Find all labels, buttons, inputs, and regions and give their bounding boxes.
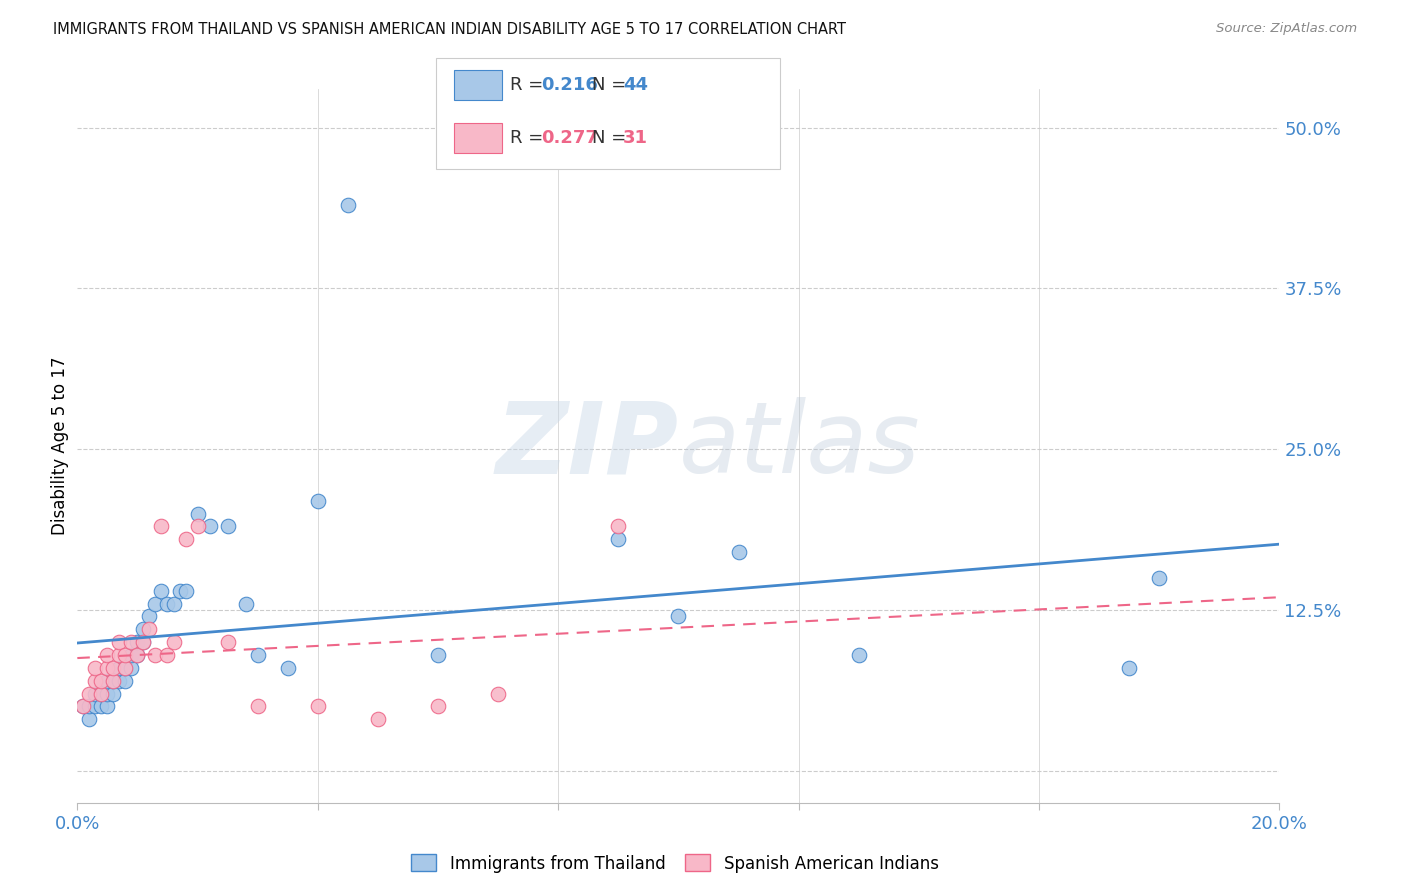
Text: N =: N = [592, 76, 631, 94]
Text: N =: N = [592, 129, 631, 147]
Point [145, 597, 167, 611]
Point [156, 597, 179, 611]
Text: 44: 44 [623, 76, 648, 94]
Point [114, 661, 136, 675]
Point [72, 699, 94, 714]
Point [156, 648, 179, 662]
Point [127, 648, 149, 662]
Point [138, 622, 160, 636]
Point [103, 661, 125, 675]
Point [72, 699, 94, 714]
Point [96, 699, 118, 714]
Point [277, 661, 299, 675]
Y-axis label: Disability Age 5 to 17: Disability Age 5 to 17 [51, 357, 69, 535]
Point [307, 493, 329, 508]
Point [217, 519, 239, 533]
Legend: Immigrants from Thailand, Spanish American Indians: Immigrants from Thailand, Spanish Americ… [405, 847, 945, 880]
Point [150, 583, 173, 598]
Point [120, 635, 142, 649]
Point [486, 686, 509, 700]
Point [90, 699, 112, 714]
Point [1149, 571, 1171, 585]
Point [120, 648, 142, 662]
Point [114, 648, 136, 662]
Point [90, 673, 112, 688]
Point [79, 699, 101, 714]
Point [138, 609, 160, 624]
Point [84, 673, 107, 688]
Point [90, 686, 112, 700]
Point [108, 635, 131, 649]
Point [727, 545, 749, 559]
Text: R =: R = [510, 129, 550, 147]
Text: 31: 31 [623, 129, 648, 147]
Text: Source: ZipAtlas.com: Source: ZipAtlas.com [1216, 22, 1357, 36]
Point [90, 686, 112, 700]
Point [607, 533, 630, 547]
Point [246, 699, 269, 714]
Text: IMMIGRANTS FROM THAILAND VS SPANISH AMERICAN INDIAN DISABILITY AGE 5 TO 17 CORRE: IMMIGRANTS FROM THAILAND VS SPANISH AMER… [53, 22, 846, 37]
Point [103, 673, 125, 688]
Point [235, 597, 257, 611]
Text: atlas: atlas [679, 398, 920, 494]
Point [103, 686, 125, 700]
Point [150, 519, 173, 533]
Point [96, 648, 118, 662]
Point [84, 686, 107, 700]
Point [84, 699, 107, 714]
Text: 0.216: 0.216 [541, 76, 598, 94]
Point [187, 507, 209, 521]
Point [96, 673, 118, 688]
Point [246, 648, 269, 662]
Point [132, 622, 155, 636]
Text: R =: R = [510, 76, 550, 94]
Point [96, 661, 118, 675]
Point [108, 648, 131, 662]
Point [174, 583, 197, 598]
Point [108, 661, 131, 675]
Point [307, 699, 329, 714]
Text: ZIP: ZIP [495, 398, 679, 494]
Point [336, 198, 359, 212]
Point [217, 635, 239, 649]
Point [79, 712, 101, 726]
Point [132, 635, 155, 649]
Point [114, 661, 136, 675]
Point [668, 609, 690, 624]
Text: 0.277: 0.277 [541, 129, 598, 147]
Point [108, 673, 131, 688]
Point [162, 635, 184, 649]
Point [145, 648, 167, 662]
Point [174, 533, 197, 547]
Point [198, 519, 221, 533]
Point [79, 686, 101, 700]
Point [96, 686, 118, 700]
Point [103, 673, 125, 688]
Point [187, 519, 209, 533]
Point [162, 597, 184, 611]
Point [120, 661, 142, 675]
Point [132, 635, 155, 649]
Point [367, 712, 389, 726]
Point [1118, 661, 1140, 675]
Point [127, 648, 149, 662]
Point [848, 648, 870, 662]
Point [84, 661, 107, 675]
Point [427, 648, 450, 662]
Point [127, 635, 149, 649]
Point [114, 673, 136, 688]
Point [607, 519, 630, 533]
Point [427, 699, 450, 714]
Point [169, 583, 191, 598]
